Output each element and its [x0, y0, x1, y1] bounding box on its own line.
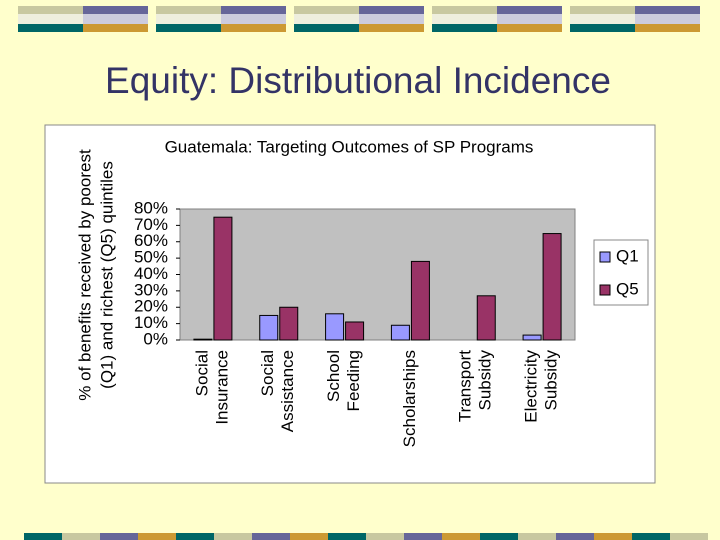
y-tick-label: 0% — [143, 329, 168, 348]
bar — [259, 314, 279, 341]
deco-stripe — [176, 533, 214, 540]
x-tick-label: Subsidy — [542, 350, 561, 411]
deco-stripe — [252, 533, 290, 540]
chart-title: Guatemala: Targeting Outcomes of SP Prog… — [165, 137, 534, 156]
deco-stripe — [214, 533, 252, 540]
deco-stripe — [480, 533, 518, 540]
deco-stripe — [83, 24, 148, 32]
deco-stripe — [366, 533, 404, 540]
decoration — [18, 6, 708, 540]
y-tick-label: 70% — [134, 215, 168, 234]
slide-title: Equity: Distributional Incidence — [105, 60, 611, 101]
deco-stripe — [570, 14, 635, 24]
deco-stripe — [432, 24, 497, 32]
deco-stripe — [497, 24, 562, 32]
deco-stripe — [518, 533, 556, 540]
legend-swatch — [599, 284, 611, 296]
deco-stripe — [221, 24, 286, 32]
deco-stripe — [594, 533, 632, 540]
y-tick-label: 40% — [134, 264, 168, 283]
deco-stripe — [294, 24, 359, 32]
x-tick-label: Scholarships — [400, 350, 419, 447]
deco-stripe — [83, 14, 148, 24]
deco-stripe — [100, 533, 138, 540]
deco-stripe — [294, 6, 359, 14]
deco-stripe — [221, 6, 286, 14]
bar — [476, 295, 496, 341]
legend-label: Q5 — [616, 279, 639, 298]
y-tick-label: 20% — [134, 297, 168, 316]
bar — [279, 306, 299, 341]
legend-label: Q1 — [616, 246, 639, 265]
deco-stripe — [62, 533, 100, 540]
x-tick-label: Subsidy — [476, 350, 495, 411]
deco-stripe — [570, 6, 635, 14]
y-tick-label: 80% — [134, 198, 168, 217]
x-tick-label: School — [324, 350, 343, 402]
x-tick-label: Social — [258, 350, 277, 396]
deco-stripe — [156, 6, 221, 14]
deco-stripe — [24, 533, 62, 540]
deco-stripe — [635, 6, 700, 14]
plot-area — [179, 208, 576, 341]
deco-stripe — [221, 14, 286, 24]
bar — [390, 324, 410, 341]
y-axis-label: (Q1) and richest (Q5) quintiles — [97, 161, 116, 389]
y-tick-label: 30% — [134, 280, 168, 299]
deco-stripe — [442, 533, 480, 540]
deco-stripe — [156, 14, 221, 24]
deco-stripe — [18, 24, 83, 32]
deco-stripe — [670, 533, 708, 540]
bar — [193, 338, 213, 341]
bar — [542, 233, 562, 341]
x-tick-label: Electricity — [522, 350, 541, 423]
bar — [410, 260, 430, 341]
deco-stripe — [570, 24, 635, 32]
bar — [325, 313, 345, 341]
deco-stripe — [290, 533, 328, 540]
y-tick-label: 10% — [134, 313, 168, 332]
deco-stripe — [635, 14, 700, 24]
deco-stripe — [156, 24, 221, 32]
legend-swatch — [599, 251, 611, 263]
deco-stripe — [497, 6, 562, 14]
bar — [522, 334, 542, 341]
deco-stripe — [556, 533, 594, 540]
deco-stripe — [432, 6, 497, 14]
deco-stripe — [83, 6, 148, 14]
deco-stripe — [328, 533, 366, 540]
deco-stripe — [294, 14, 359, 24]
y-axis-label: % of benefits received by poorest — [75, 149, 94, 401]
deco-stripe — [635, 24, 700, 32]
deco-stripe — [432, 14, 497, 24]
deco-stripe — [359, 14, 424, 24]
x-tick-label: Social — [192, 350, 211, 396]
x-tick-label: Transport — [456, 350, 475, 422]
deco-stripe — [18, 14, 83, 24]
deco-stripe — [359, 6, 424, 14]
deco-stripe — [138, 533, 176, 540]
bar — [345, 321, 365, 341]
deco-stripe — [404, 533, 442, 540]
deco-stripe — [359, 24, 424, 32]
y-tick-label: 60% — [134, 231, 168, 250]
x-tick-label: Feeding — [344, 350, 363, 411]
x-tick-label: Assistance — [278, 350, 297, 432]
y-tick-label: 50% — [134, 248, 168, 267]
bar — [213, 216, 233, 341]
deco-stripe — [497, 14, 562, 24]
deco-stripe — [18, 6, 83, 14]
x-tick-label: Insurance — [212, 350, 231, 425]
deco-stripe — [632, 533, 670, 540]
